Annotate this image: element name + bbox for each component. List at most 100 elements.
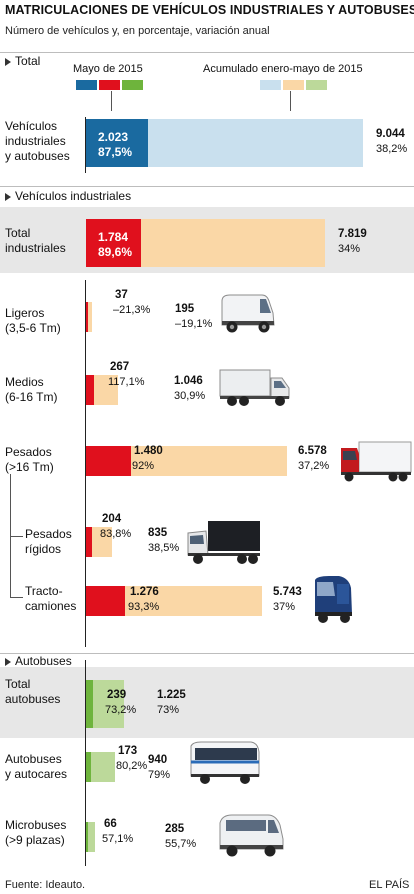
change-cumulative-pesados: 37,2% (298, 460, 330, 472)
section-arrow-icon (5, 192, 11, 201)
band-total-autobuses (0, 667, 414, 738)
axis-buses (85, 660, 86, 866)
value-cumulative-total_all: 9.044 (376, 128, 405, 140)
section-arrow-icon (5, 57, 11, 66)
bar-cumulative-ligeros (86, 302, 92, 332)
section-header-industrial: Vehículos industriales (5, 189, 131, 203)
pesados-bracket-tick-tracto (10, 597, 23, 598)
bar-month-rigidos (86, 527, 92, 557)
section-header-total: Total (5, 54, 40, 68)
value-month-micro: 66 (104, 818, 117, 830)
row-label-rigidos: Pesados rígidos (25, 527, 72, 556)
row-label-total_ind: Total industriales (5, 226, 66, 255)
change-month-total_ind: 89,6% (98, 245, 133, 259)
value-month-medios: 267 (110, 361, 130, 373)
value-cumulative-tracto: 5.743 (273, 586, 302, 598)
section-title-total: Total (15, 54, 41, 68)
change-month-total_bus: 73,2% (105, 704, 137, 716)
value-month-total_all: 2.023 (98, 130, 129, 144)
value-month-pesados: 1.480 (134, 445, 163, 457)
legend-swatch-industrial-cum (283, 80, 304, 90)
legend-swatch-bus-cum (306, 80, 327, 90)
footer-publisher: EL PAÍS (369, 879, 410, 891)
value-cumulative-pesados: 6.578 (298, 445, 327, 457)
value-month-rigidos: 204 (102, 513, 122, 525)
change-month-micro: 57,1% (102, 833, 134, 845)
row-label-autobuses: Autobuses y autocares (5, 752, 68, 781)
legend-pointer-month (111, 91, 112, 111)
row-label-ligeros: Ligeros (3,5-6 Tm) (5, 306, 61, 335)
value-cumulative-total_bus: 1.225 (157, 689, 186, 701)
row-label-medios: Medios (6-16 Tm) (5, 375, 58, 404)
legend-swatch-bus-month (122, 80, 143, 90)
row-label-total_bus: Total autobuses (5, 677, 61, 706)
axis-total (85, 117, 86, 173)
bar-month-medios (86, 375, 94, 405)
axis-industrial (85, 280, 86, 647)
section-rule-industrial (0, 186, 414, 187)
value-month-autobuses: 173 (118, 745, 138, 757)
pesados-bracket-tick-rigidos (10, 536, 23, 537)
section-rule-buses (0, 653, 414, 654)
change-month-autobuses: 80,2% (116, 760, 148, 772)
row-label-pesados: Pesados (>16 Tm) (5, 445, 54, 474)
bar-month-total_all (86, 119, 148, 167)
value-month-total_bus: 239 (107, 689, 127, 701)
minibus-icon (216, 811, 286, 861)
value-cumulative-ligeros: 195 (175, 303, 195, 315)
value-month-total_ind: 1.784 (98, 230, 129, 244)
row-label-total_all: Vehículos industriales y autobuses (5, 119, 70, 163)
value-cumulative-micro: 285 (165, 823, 185, 835)
change-cumulative-ligeros: –19,1% (175, 318, 213, 330)
legend-cumulative-label: Acumulado enero-mayo de 2015 (203, 63, 363, 75)
legend-swatch-total-cum (260, 80, 281, 90)
rigid-truck-icon (186, 517, 262, 567)
change-cumulative-rigidos: 38,5% (148, 542, 180, 554)
change-cumulative-micro: 55,7% (165, 838, 197, 850)
legend-swatch-industrial-month (99, 80, 120, 90)
change-cumulative-total_ind: 34% (338, 243, 361, 255)
change-cumulative-tracto: 37% (273, 601, 296, 613)
row-label-tracto: Tracto- camiones (25, 584, 77, 613)
legend-swatch-total-month (76, 80, 97, 90)
section-arrow-icon (5, 657, 11, 666)
bar-cumulative-micro (86, 822, 95, 852)
change-month-rigidos: 83,8% (100, 528, 132, 540)
medium-truck-icon (218, 364, 292, 410)
change-month-medios: 117,1% (108, 376, 145, 388)
change-month-pesados: 92% (132, 460, 155, 472)
change-cumulative-medios: 30,9% (174, 390, 206, 402)
value-month-ligeros: 37 (115, 289, 128, 301)
bar-month-autobuses (86, 752, 91, 782)
value-cumulative-medios: 1.046 (174, 375, 203, 387)
value-cumulative-autobuses: 940 (148, 754, 168, 766)
footer-source: Fuente: Ideauto. (5, 879, 86, 891)
bar-month-total_bus (86, 680, 93, 728)
bar-month-ligeros (86, 302, 88, 332)
legend-pointer-cum (290, 91, 291, 111)
change-cumulative-total_bus: 73% (157, 704, 180, 716)
van-icon (218, 291, 276, 337)
change-month-tracto: 93,3% (128, 601, 160, 613)
bar-month-micro (86, 822, 88, 852)
row-label-micro: Microbuses (>9 plazas) (5, 818, 67, 847)
section-title-buses: Autobuses (15, 654, 72, 668)
value-cumulative-total_ind: 7.819 (338, 228, 367, 240)
legend-monthly-label: Mayo de 2015 (73, 63, 143, 75)
bar-month-total_ind (86, 219, 141, 267)
change-cumulative-autobuses: 79% (148, 769, 171, 781)
bar-month-tracto (86, 586, 125, 616)
change-cumulative-total_all: 38,2% (376, 143, 408, 155)
tractor-truck-icon (309, 574, 355, 626)
chart-title: MATRICULACIONES DE VEHÍCULOS INDUSTRIALE… (5, 3, 414, 17)
change-month-ligeros: –21,3% (113, 304, 151, 316)
value-cumulative-rigidos: 835 (148, 527, 168, 539)
heavy-truck-icon (339, 438, 413, 484)
section-rule-total (0, 52, 414, 53)
chart-subtitle: Número de vehículos y, en porcentaje, va… (5, 25, 270, 37)
change-month-total_all: 87,5% (98, 145, 133, 159)
section-title-industrial: Vehículos industriales (15, 189, 132, 203)
bar-month-pesados (86, 446, 131, 476)
section-header-buses: Autobuses (5, 654, 72, 668)
bus-icon (187, 740, 261, 788)
